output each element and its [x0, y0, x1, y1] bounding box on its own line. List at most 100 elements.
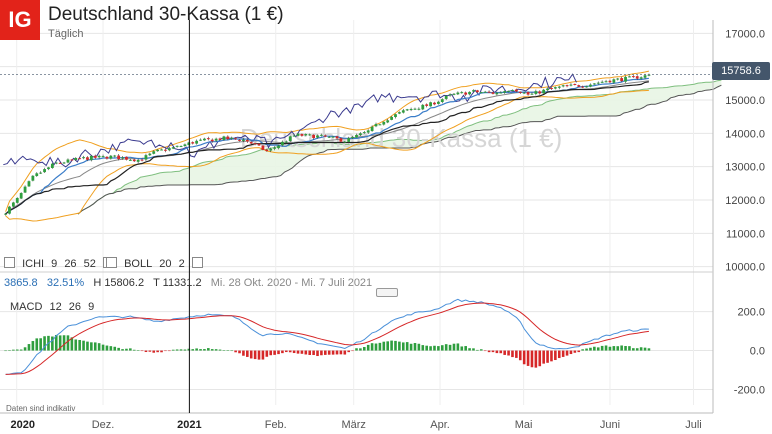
candle-body — [351, 136, 355, 139]
macd-histogram-bar — [257, 350, 261, 360]
price-tick-label: 13000.0 — [725, 162, 765, 174]
candle-body — [452, 93, 456, 95]
candle-body — [39, 172, 43, 174]
macd-histogram-bar — [15, 349, 19, 351]
price-tick-label: 14000.0 — [725, 128, 765, 140]
ichimoku-label: ICHI — [22, 258, 45, 270]
macd-histogram-bar — [608, 346, 612, 351]
macd-histogram-bar — [19, 349, 23, 351]
candle-body — [339, 138, 343, 142]
candle-body — [487, 91, 491, 93]
bollinger-toggle-checkbox[interactable] — [106, 257, 117, 268]
macd-histogram-bar — [542, 350, 545, 364]
macd-histogram-bar — [183, 349, 187, 351]
macd-histogram-bar — [573, 350, 577, 353]
macd-histogram-bar — [440, 345, 444, 351]
macd-histogram-bar — [171, 349, 175, 351]
chart-watermark-text: Deutschland 30-Kassa (1 €) — [240, 123, 562, 153]
macd-histogram-bar — [273, 350, 276, 355]
candle-body — [421, 104, 425, 110]
macd-histogram-bar — [370, 343, 374, 351]
candle-body — [288, 136, 292, 142]
candle-body — [242, 139, 245, 141]
candle-body — [335, 136, 339, 139]
ichimoku-param-3: 52 — [83, 258, 96, 270]
candle-body — [308, 134, 312, 136]
macd-histogram-bar — [285, 350, 288, 353]
candle-body — [522, 92, 526, 94]
candle-body — [413, 108, 417, 110]
ichimoku-indicator-row[interactable]: ICHI 9 26 52 — [4, 257, 118, 270]
macd-histogram-bar — [429, 346, 432, 351]
candle-body — [347, 138, 351, 142]
macd-histogram-bar — [62, 335, 66, 351]
macd-histogram-bar — [117, 347, 120, 351]
ichimoku-param-2: 26 — [64, 258, 77, 270]
candle-body — [355, 134, 358, 138]
candle-body — [581, 86, 585, 88]
macd-histogram-bar — [222, 350, 226, 351]
candle-body — [378, 124, 382, 126]
candle-body — [518, 91, 522, 93]
candle-body — [530, 93, 534, 95]
chart-axes: 17000.016000.015000.014000.013000.012000… — [0, 20, 765, 431]
ichimoku-toggle-checkbox[interactable] — [4, 257, 15, 268]
macd-histogram-bar — [327, 350, 331, 355]
macd-histogram-bar — [281, 350, 284, 354]
bollinger-remove-icon[interactable] — [191, 257, 203, 268]
macd-histogram-bar — [596, 347, 600, 351]
candle-body — [50, 163, 54, 169]
macd-histogram-bar — [476, 349, 479, 351]
bollinger-param-1: 20 — [159, 258, 172, 270]
candle-body — [203, 138, 206, 141]
candle-body — [444, 95, 448, 99]
candle-body — [273, 147, 277, 149]
macd-histogram-bar — [308, 350, 312, 355]
tenkan-sen — [5, 77, 649, 215]
time-tick-label: Dez. — [92, 419, 115, 431]
candle-body — [253, 143, 257, 145]
time-tick-label: Feb. — [265, 419, 287, 431]
candle-body — [475, 90, 479, 93]
macd-indicator-row[interactable]: MACD 12 26 9 — [10, 301, 98, 313]
candle-body — [249, 142, 253, 144]
macd-histogram-bar — [23, 347, 27, 351]
candle-body — [230, 137, 234, 139]
macd-histogram-bar — [168, 350, 171, 352]
chart-watermark: Deutschland 30-Kassa (1 €) — [240, 123, 562, 153]
macd-histogram-bar — [101, 344, 105, 351]
macd-histogram-bar — [70, 337, 74, 351]
candle-body — [561, 85, 565, 87]
macd-histogram-bar — [246, 350, 249, 357]
candle-body — [620, 78, 624, 82]
candle-body — [245, 139, 249, 142]
candle-body — [585, 86, 588, 88]
candle-body — [277, 145, 280, 149]
candle-body — [226, 136, 230, 140]
panel-resize-handle[interactable] — [376, 288, 398, 297]
candle-body — [132, 159, 136, 162]
candle-body — [261, 145, 265, 150]
macd-histogram-bar — [448, 344, 452, 351]
bollinger-indicator-row[interactable]: BOLL 20 2 — [106, 257, 207, 270]
candle-body — [78, 158, 82, 160]
macd-histogram-bar — [378, 342, 382, 351]
macd-histogram-bar — [253, 350, 257, 360]
candle-body — [483, 91, 487, 93]
candle-body — [234, 138, 238, 140]
macd-histogram-bar — [581, 349, 584, 351]
macd-param-3: 9 — [88, 301, 95, 313]
macd-histogram-bar — [425, 345, 428, 351]
candle-body — [596, 82, 600, 84]
macd-histogram-bar — [643, 347, 647, 351]
macd-histogram-bar — [386, 341, 389, 351]
macd-histogram-bar — [109, 346, 113, 351]
candle-body — [550, 87, 553, 89]
candle-body — [534, 91, 538, 94]
macd-histogram-bar — [351, 350, 354, 352]
candle-body — [647, 74, 651, 76]
candle-body — [284, 141, 288, 143]
candle-body — [167, 148, 171, 151]
price-tick-label: 12000.0 — [725, 195, 765, 207]
